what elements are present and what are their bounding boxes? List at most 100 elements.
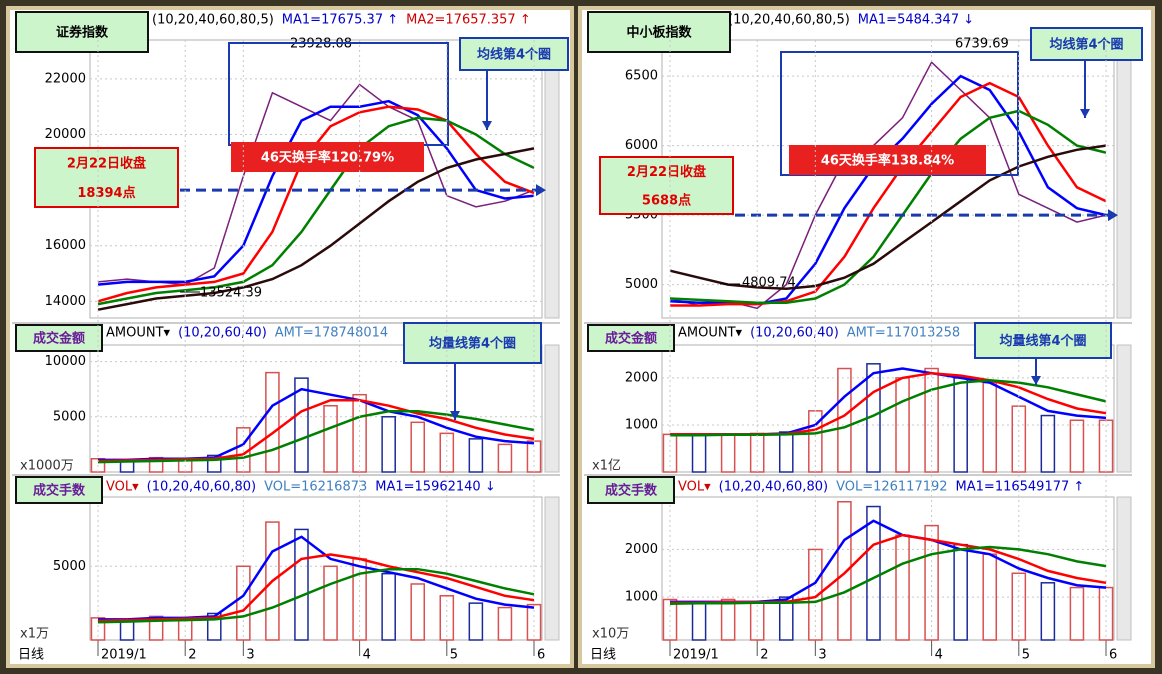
header-item: VOL=126117192 [836, 480, 947, 495]
x-tick-label: 2019/1 [101, 648, 147, 663]
volume-bar [778, 431, 794, 473]
arrow-head [450, 411, 460, 420]
x-tick-label: 2 [188, 648, 196, 663]
y-tick-label: 22000 [45, 71, 86, 86]
plot-frame [661, 344, 1115, 473]
header-item: AMOUNT▾ [678, 326, 743, 341]
plot-frame [89, 344, 543, 473]
volume-bar [90, 617, 106, 641]
y-tick-label: 6000 [625, 138, 658, 153]
volume-bar [410, 421, 426, 473]
plot-frame [661, 496, 1115, 641]
ma-line [670, 379, 1107, 437]
volume-bar [439, 595, 455, 641]
annotation-box [403, 322, 542, 364]
header-item: VOL▾ [106, 480, 139, 495]
volume-bar [778, 596, 794, 641]
arrow-head [1080, 109, 1090, 118]
unit-label: x1万 [20, 627, 49, 642]
annotation: 18394点 [77, 185, 135, 201]
volume-bar [1069, 419, 1085, 473]
volume-bar [206, 612, 222, 641]
subchart-title: 成交金额 [605, 331, 657, 347]
ma-line [97, 116, 535, 306]
scrollbar [544, 344, 560, 473]
volume-bar [497, 606, 513, 641]
volume-bar [294, 528, 309, 641]
ma-line [97, 410, 535, 464]
chart-title-box [15, 11, 149, 53]
subchart-title-box [587, 476, 675, 504]
chart-title-box [587, 11, 731, 53]
header-item: MA1=5484.347 ↓ [858, 13, 974, 28]
header-item: AMOUNT▾ [106, 326, 171, 341]
annotation-box [789, 145, 986, 175]
x-tick-label: 2 [760, 648, 768, 663]
scrollbar [1116, 39, 1132, 319]
plot-frame [89, 496, 543, 641]
subchart-title: 成交手数 [33, 483, 86, 499]
ma-line [97, 99, 535, 286]
close-level-head [536, 184, 546, 197]
y-tick-label: 6500 [625, 69, 658, 84]
close-level-head [1108, 209, 1118, 222]
volume-bar [294, 377, 309, 473]
y-tick-label: 2000 [625, 542, 658, 557]
header-item: MA1=116549177 ↑ [956, 480, 1085, 495]
unit-label: x1000万 [20, 459, 74, 474]
unit-label: x10万 [592, 627, 629, 642]
header-item: (10,20,40,60,80) [719, 480, 828, 495]
x-tick-label: 5 [450, 648, 458, 663]
ma-line [97, 553, 535, 623]
scrollbar [544, 39, 560, 319]
annotation: 均量线第4个圈 [429, 336, 516, 352]
header-item: VOL▾ [678, 480, 711, 495]
volume-bar [206, 454, 222, 473]
header-item: (10,20,60,40) [178, 326, 267, 341]
subchart-title: 成交手数 [605, 483, 658, 499]
volume-bar [1040, 414, 1056, 473]
volume-bar [410, 583, 426, 641]
low-label: 13524.39 [200, 286, 262, 301]
volume-bar [381, 416, 396, 473]
annotation: 均线第4个圈 [477, 47, 551, 63]
x-tick-label: 3 [818, 648, 826, 663]
annotation: 均线第4个圈 [1049, 37, 1123, 53]
x-label: 日线 [18, 648, 44, 663]
volume-bar [265, 371, 280, 473]
y-tick-label: 1000 [625, 590, 658, 605]
volume-bar [468, 438, 484, 473]
annotation: 2月22日收盘 [627, 164, 706, 180]
scrollbar [1116, 496, 1132, 641]
volume-bar [866, 505, 881, 641]
subchart-title: 成交金额 [33, 331, 85, 347]
header-item: (10,20,40,60,80,5) [152, 13, 274, 28]
volume-bar [808, 548, 823, 641]
annotation-box [34, 147, 179, 208]
volume-bar [381, 572, 396, 641]
header-item: AMT=117013258 [847, 326, 960, 341]
subchart-title-box [15, 476, 103, 504]
volume-bar [323, 565, 338, 641]
subchart-title-box [587, 324, 675, 352]
header-item: MA2=17657.357 ↑ [406, 13, 531, 28]
high-label: 6739.69 [955, 37, 1009, 52]
y-tick-label: 20000 [45, 127, 86, 142]
y-tick-label: 1000 [625, 417, 658, 432]
arrow-head [1031, 376, 1041, 385]
ma-line [97, 567, 535, 624]
scrollbar [544, 496, 560, 641]
y-tick-label: 10000 [45, 354, 86, 369]
annotation: 46天换手率138.84% [821, 153, 954, 169]
annotation: 5688点 [642, 192, 691, 208]
y-tick-label: 5000 [53, 409, 86, 424]
volume-bar [837, 367, 852, 473]
volume-bar [265, 521, 280, 641]
y-tick-label: 14000 [45, 294, 86, 309]
volume-bar [148, 615, 164, 641]
y-tick-label: 5000 [625, 277, 658, 292]
volume-bar [526, 603, 542, 641]
low-label: 4809.74 [742, 276, 796, 291]
